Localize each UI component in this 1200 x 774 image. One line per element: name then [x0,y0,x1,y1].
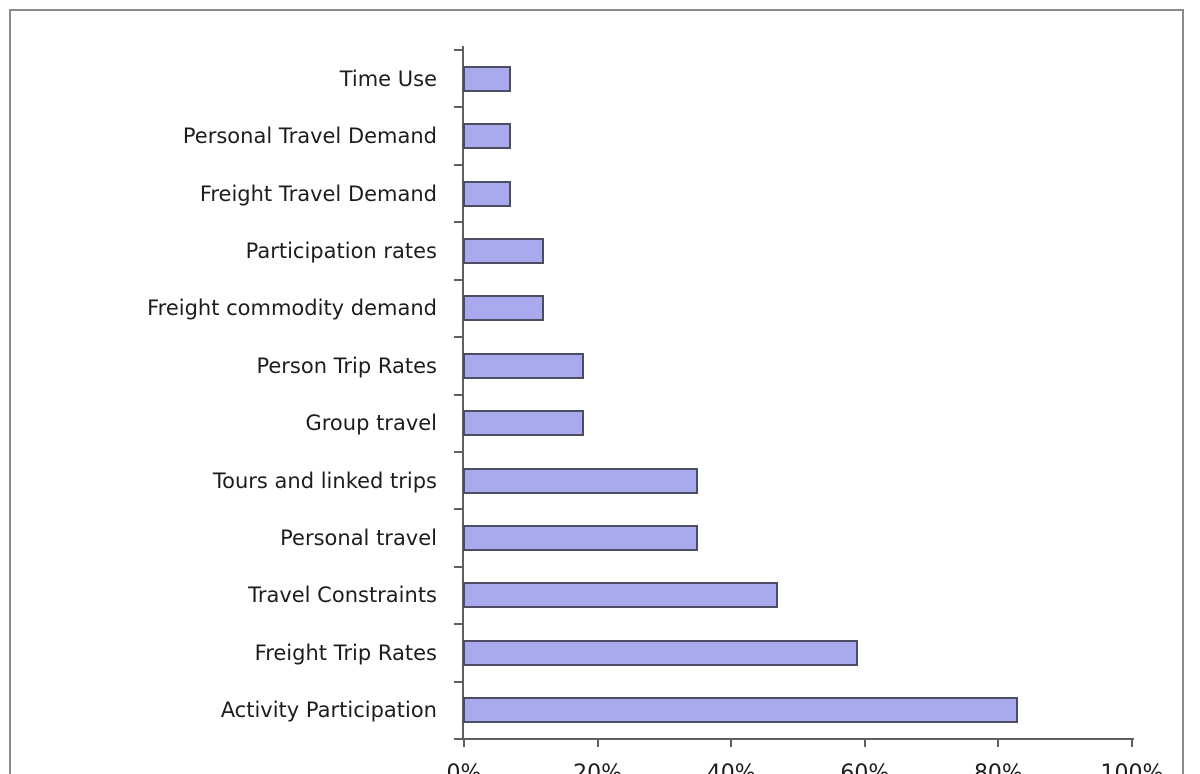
category-label: Tours and linked trips [212,468,437,493]
category-label: Freight Travel Demand [199,181,437,206]
y-axis-line [462,46,464,740]
y-axis-tick [454,106,462,109]
bar [463,467,698,494]
category-label: Time Use [339,66,437,91]
category-label: Freight commodity demand [147,296,437,321]
y-axis-tick [454,393,462,396]
x-axis-tick [1131,739,1133,747]
y-axis-tick [454,49,462,51]
x-axis-tick-label: 40% [706,761,756,774]
x-axis-tick [997,739,1000,747]
bar [463,639,859,666]
y-axis-tick [454,336,462,339]
bar [463,180,511,207]
x-axis-tick-label: 0% [446,761,482,774]
x-axis-tick-label: 80% [973,761,1023,774]
y-axis-tick [454,450,462,453]
bar [463,65,511,92]
x-axis-tick [730,739,733,747]
x-axis-tick-label: 60% [840,761,890,774]
y-axis-tick [454,680,462,683]
bar [463,410,585,437]
bar [463,237,545,264]
y-axis-tick [454,623,462,626]
y-axis-tick [454,221,462,224]
category-label: Group travel [305,411,437,436]
x-axis-tick-label: 100% [1100,761,1164,774]
category-label: Activity Participation [220,698,437,723]
x-axis-tick [463,739,465,747]
y-axis-tick [454,278,462,281]
y-axis-tick [454,163,462,166]
category-label: Freight Trip Rates [254,640,437,665]
category-label: Participation rates [245,238,437,263]
x-axis-tick [863,739,866,747]
y-axis-tick [454,508,462,511]
category-label: Personal travel [280,526,437,551]
bar [463,352,585,379]
bar [463,295,545,322]
x-axis-tick [596,739,599,747]
bar [463,525,698,552]
category-label: Person Trip Rates [256,353,437,378]
x-axis-tick-label: 20% [573,761,623,774]
bar [463,582,778,609]
category-label: Personal Travel Demand [182,124,437,149]
x-axis-line [462,738,1134,740]
y-axis-tick [454,565,462,568]
y-axis-tick [454,738,462,740]
bar [463,123,511,150]
category-label: Travel Constraints [248,583,437,608]
bar [463,697,1019,724]
